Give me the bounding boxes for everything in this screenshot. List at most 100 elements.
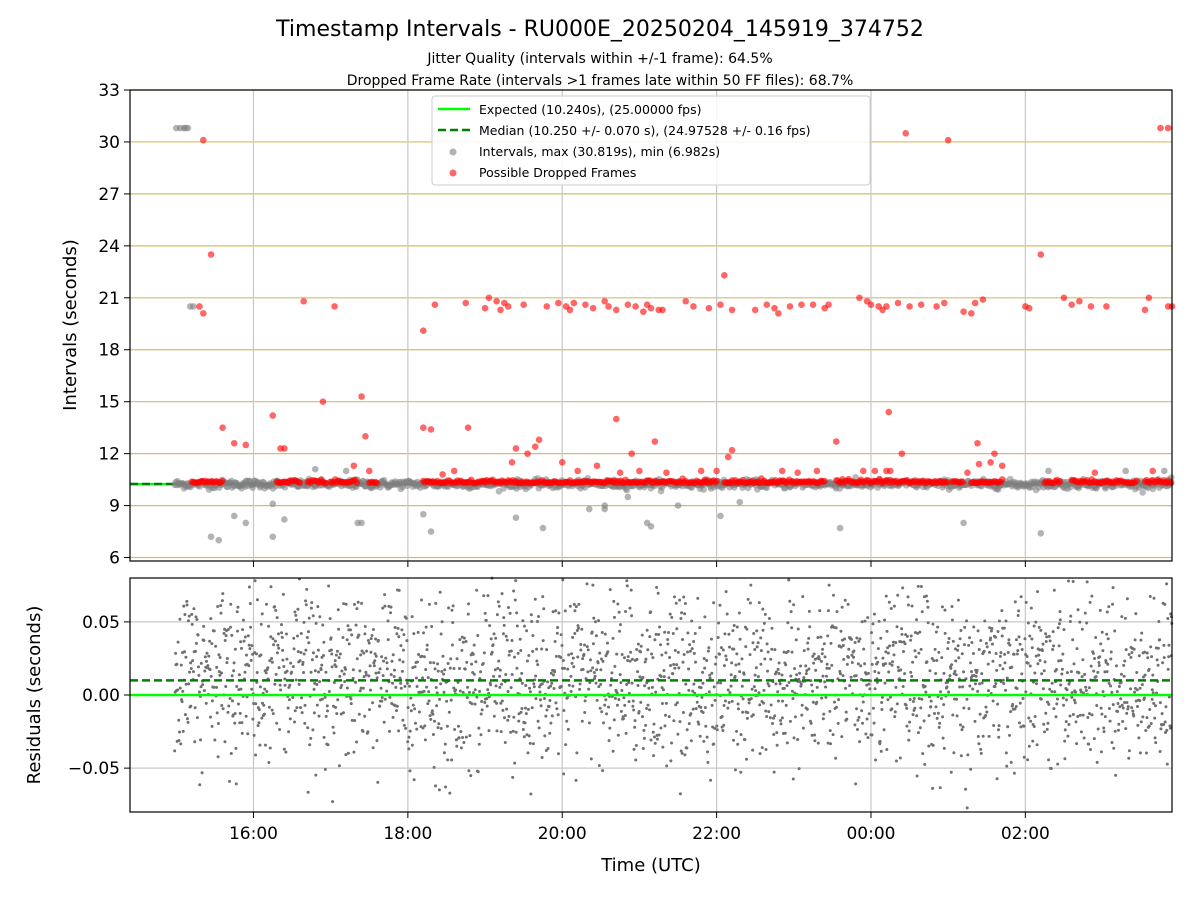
residual-point — [459, 746, 463, 750]
residual-point — [949, 770, 953, 774]
residual-point — [607, 705, 611, 709]
residual-point — [1119, 697, 1123, 701]
residual-point — [279, 623, 283, 627]
legend-box — [431, 95, 871, 186]
residual-point — [721, 648, 725, 652]
residual-point — [292, 647, 296, 651]
residual-point — [727, 632, 731, 636]
residual-point — [347, 642, 351, 646]
residual-point — [432, 719, 436, 723]
residual-point — [1031, 739, 1035, 743]
dropped-frame-point — [300, 297, 307, 305]
residual-point — [1037, 625, 1041, 629]
residual-point — [484, 618, 488, 622]
residual-point — [964, 787, 968, 791]
residual-point — [993, 684, 997, 688]
residual-point — [197, 673, 201, 677]
residual-point — [453, 728, 457, 732]
residual-point — [280, 635, 284, 639]
residual-point — [685, 746, 689, 750]
residual-point — [483, 611, 487, 615]
residual-point — [748, 601, 752, 605]
residual-point — [236, 605, 240, 609]
residual-point — [413, 665, 417, 669]
residual-point — [1121, 720, 1125, 724]
residual-point — [1099, 750, 1103, 754]
residual-point — [744, 645, 748, 649]
residual-point — [259, 653, 263, 657]
residual-point — [852, 655, 856, 659]
residual-point — [780, 673, 784, 677]
residual-point — [244, 714, 248, 718]
residual-point — [637, 709, 641, 713]
residual-point — [916, 584, 920, 588]
residual-point — [625, 682, 629, 686]
residual-point — [921, 752, 925, 756]
residual-point — [995, 777, 999, 781]
residual-point — [1072, 698, 1076, 702]
residual-point — [505, 707, 509, 711]
residual-point — [528, 741, 532, 745]
residual-point — [432, 661, 436, 665]
residual-point — [555, 707, 559, 711]
residual-point — [1152, 701, 1156, 705]
dropped-frame-points — [188, 124, 1176, 487]
residual-point — [1116, 728, 1120, 732]
residual-point — [401, 718, 405, 722]
residual-point — [534, 674, 538, 678]
residual-point — [689, 739, 693, 743]
dropped-frame-point — [1167, 479, 1175, 486]
residual-point — [515, 611, 519, 615]
residual-point — [1070, 695, 1074, 699]
residual-point — [292, 636, 296, 640]
residual-point — [671, 632, 675, 636]
residual-point — [958, 723, 962, 727]
residual-point — [1101, 649, 1105, 653]
residual-point — [1020, 648, 1024, 652]
dropped-frame-point — [524, 450, 531, 457]
residual-point — [752, 685, 756, 689]
residual-point — [1022, 724, 1026, 728]
dropped-frame-point — [353, 479, 361, 487]
residual-point — [394, 685, 398, 689]
residual-point — [1027, 744, 1031, 748]
residual-point — [1151, 673, 1155, 677]
residual-point — [282, 664, 286, 668]
residual-point — [304, 599, 308, 603]
residual-point — [967, 707, 971, 711]
residual-point — [178, 730, 182, 734]
residual-point — [824, 695, 828, 699]
residual-point — [522, 735, 526, 739]
residual-point — [538, 698, 542, 702]
residual-point — [980, 672, 984, 676]
residual-point — [491, 643, 495, 647]
residual-point — [644, 723, 648, 727]
residual-point — [346, 751, 350, 755]
residual-point — [971, 651, 975, 655]
x-tick-label: 20:00 — [538, 824, 587, 844]
residual-point — [1139, 720, 1143, 724]
residual-point — [984, 705, 988, 709]
residual-point — [969, 767, 973, 771]
residual-point — [570, 652, 574, 656]
residual-point — [309, 670, 313, 674]
residual-point — [1013, 600, 1017, 604]
residual-point — [982, 649, 986, 653]
residual-point — [641, 675, 645, 679]
residual-point — [1065, 671, 1069, 675]
residual-point — [908, 698, 912, 702]
residual-point — [706, 760, 710, 764]
residual-point — [883, 618, 887, 622]
residual-point — [817, 657, 821, 661]
residual-point — [652, 754, 656, 758]
residual-point — [793, 667, 797, 671]
residual-point — [1005, 764, 1009, 768]
residual-point — [509, 730, 513, 734]
dropped-frame-point — [269, 412, 277, 419]
dropped-frame-point — [493, 297, 500, 305]
dropped-frame-point — [531, 443, 539, 451]
dropped-frame-point — [944, 136, 952, 144]
residual-point — [358, 689, 362, 693]
residual-point — [1163, 720, 1167, 724]
residual-point — [1122, 674, 1126, 678]
